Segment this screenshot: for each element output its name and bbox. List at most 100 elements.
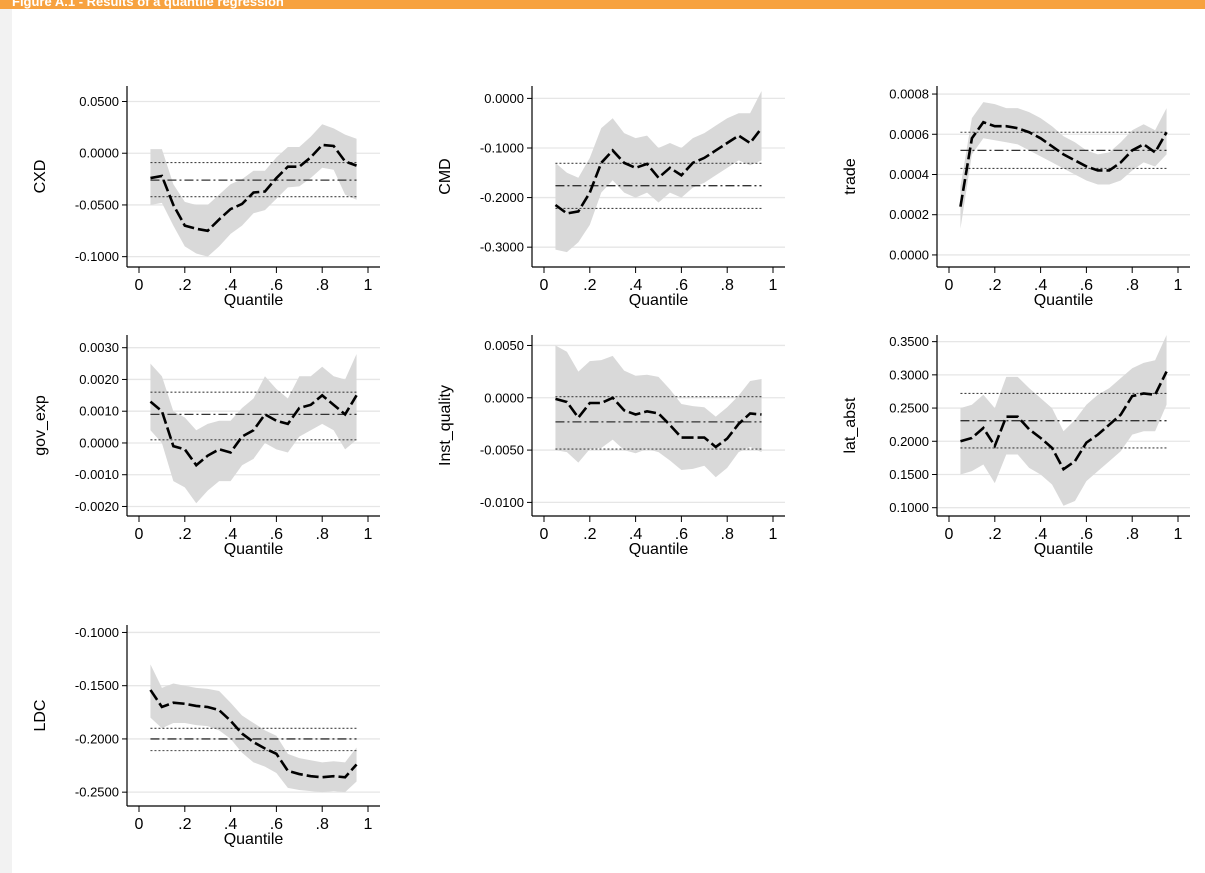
y-tick-label: 0.0020 [79, 372, 119, 387]
y-axis-label: trade [842, 158, 859, 195]
x-tick-label: .4 [224, 816, 237, 833]
x-tick-label: .2 [178, 277, 191, 294]
x-tick-label: .2 [583, 277, 596, 294]
y-tick-label: 0.2000 [889, 434, 929, 449]
x-tick-label: .6 [270, 816, 283, 833]
y-tick-label: 0.0010 [79, 404, 119, 419]
x-axis-label: Quantile [629, 292, 689, 309]
y-tick-label: 0.0008 [889, 87, 929, 102]
x-tick-label: 0 [945, 277, 954, 294]
y-tick-label: -0.2500 [75, 785, 119, 800]
x-tick-label: .6 [675, 277, 688, 294]
chart-panel-cxd: 0.0500 0.0000 -0.0500 -0.1000 0 .2 .4 .6 .8 1 Quan… [32, 86, 380, 309]
y-tick-label: 0.0004 [889, 167, 929, 182]
confidence-band [150, 354, 357, 504]
x-tick-label: 0 [135, 277, 144, 294]
y-tick-label: -0.1000 [75, 625, 119, 640]
y-tick-label: -0.0020 [75, 499, 119, 514]
x-tick-label: 0 [135, 816, 144, 833]
x-axis-label: Quantile [224, 831, 284, 848]
y-tick-label: -0.0100 [480, 495, 524, 510]
x-tick-label: .2 [178, 816, 191, 833]
x-tick-label: 0 [540, 526, 549, 543]
y-tick-label: 0.0006 [889, 127, 929, 142]
quantile-estimate-line [149, 393, 358, 468]
y-tick-label: -0.2000 [75, 731, 119, 746]
x-tick-label: .8 [1126, 526, 1139, 543]
x-tick-label: 1 [364, 816, 373, 833]
x-tick-label: .8 [316, 526, 329, 543]
x-tick-label: .2 [988, 526, 1001, 543]
x-tick-label: .8 [316, 816, 329, 833]
x-tick-label: .6 [1080, 526, 1093, 543]
x-tick-label: .8 [721, 526, 734, 543]
y-tick-label: 0.0000 [484, 390, 524, 405]
y-tick-label: 0.1000 [889, 500, 929, 515]
confidence-band [150, 124, 357, 257]
confidence-band [150, 664, 357, 793]
x-axis-label: Quantile [1034, 541, 1094, 558]
y-tick-label: -0.0010 [75, 467, 119, 482]
x-tick-label: .8 [316, 277, 329, 294]
confidence-band [555, 90, 762, 253]
x-tick-label: 1 [364, 277, 373, 294]
quantile-estimate-line [959, 120, 1168, 207]
y-tick-label: 0.0000 [79, 146, 119, 161]
x-tick-label: .2 [583, 526, 596, 543]
x-tick-label: .6 [675, 526, 688, 543]
quantile-estimate-line [555, 396, 762, 449]
x-tick-label: .6 [270, 277, 283, 294]
quantile-estimate-line [150, 143, 357, 233]
x-tick-label: 0 [540, 277, 549, 294]
y-tick-label: 0.0000 [79, 435, 119, 450]
x-tick-label: 0 [945, 526, 954, 543]
y-tick-label: 0.0500 [79, 94, 119, 109]
x-tick-label: .6 [270, 526, 283, 543]
y-tick-label: 0.0002 [889, 207, 929, 222]
y-tick-label: -0.1500 [75, 678, 119, 693]
y-axis-label: lat_abst [842, 397, 859, 454]
y-tick-label: -0.1000 [480, 140, 524, 155]
quantile-estimate-line [960, 370, 1168, 472]
y-axis-label: CXD [32, 160, 49, 194]
y-tick-label: 0.0000 [484, 91, 524, 106]
figure-title: Figure A.1 - Results of a quantile regre… [12, 0, 284, 9]
x-tick-label: .2 [988, 277, 1001, 294]
confidence-band [960, 335, 1167, 506]
x-tick-label: 0 [135, 526, 144, 543]
x-tick-label: .4 [224, 526, 237, 543]
plot-background [937, 86, 1190, 267]
confidence-band [960, 102, 1167, 229]
chart-panel-cmd: 0.0000 -0.1000 -0.2000 -0.3000 0 .2 .4 .6 .8 1 Qua… [437, 86, 785, 309]
y-tick-label: -0.1000 [75, 249, 119, 264]
x-axis-label: Quantile [629, 541, 689, 558]
y-tick-label: 0.0000 [889, 247, 929, 262]
x-tick-label: 1 [1174, 526, 1183, 543]
quantile-estimate-line [554, 127, 763, 215]
x-tick-label: 1 [1174, 277, 1183, 294]
chart-panel-gov-exp: 0.0030 0.0020 0.0010 0.0000 -0.0010 -0.0020 0.… [32, 335, 380, 558]
y-tick-label: 0.3500 [889, 334, 929, 349]
y-tick-label: -0.3000 [480, 240, 524, 255]
chart-panel-ldc: -0.1000 -0.1500 -0.2000 -0.2500 0 .2 .4 .6 .8 1 Qu… [32, 625, 380, 848]
y-axis-label: CMD [437, 158, 454, 194]
x-tick-label: 1 [364, 526, 373, 543]
chart-panel-inst-quality: 0.0050 0.0000 -0.0050 -0.0100 0 .2 .4 .6 .8 1 Quan… [437, 335, 785, 558]
x-axis-label: Quantile [224, 292, 284, 309]
x-tick-label: .8 [721, 277, 734, 294]
confidence-band [555, 345, 762, 478]
y-tick-label: 0.1500 [889, 467, 929, 482]
chart-panel-lat-abst: 0.3500 0.3000 0.2500 0.2000 0.1500 0.1000 0 .2.… [842, 334, 1190, 558]
y-tick-label: 0.3000 [889, 367, 929, 382]
x-tick-label: .8 [1126, 277, 1139, 294]
y-tick-label: 0.0050 [484, 338, 524, 353]
figure-header: Figure A.1 - Results of a quantile regre… [0, 0, 1205, 9]
x-tick-label: .4 [629, 526, 642, 543]
chart-panel-trade: 0.0008 0.0006 0.0004 0.0002 0.0000 0 .2 .4 .6 .8 1… [842, 86, 1190, 309]
x-tick-label: .6 [1080, 277, 1093, 294]
y-axis-label: LDC [32, 699, 49, 731]
y-axis-label: gov_exp [32, 395, 49, 456]
x-tick-label: .4 [629, 277, 642, 294]
x-tick-label: .4 [224, 277, 237, 294]
y-axis-label: Inst_quality [437, 385, 454, 466]
